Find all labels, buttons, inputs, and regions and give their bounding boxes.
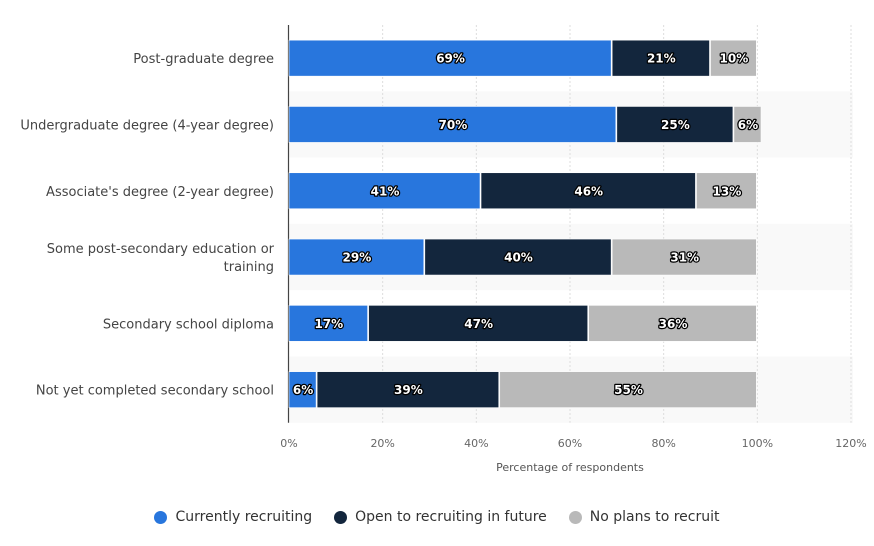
legend-label: No plans to recruit <box>589 509 720 525</box>
bar-segment <box>611 238 757 276</box>
legend-label: Open to recruiting in future <box>355 509 547 525</box>
data-label: 13% <box>713 184 742 198</box>
category-label: training <box>224 260 274 275</box>
x-tick-label: 80% <box>651 437 675 450</box>
x-tick-label: 20% <box>370 437 394 450</box>
bar-segment <box>480 172 696 210</box>
x-tick-label: 120% <box>835 437 866 450</box>
data-label: 46% <box>574 184 603 198</box>
legend-marker-icon <box>568 510 582 524</box>
data-label: 41% <box>371 184 400 198</box>
x-tick-label: 100% <box>742 437 773 450</box>
data-label: 10% <box>720 52 749 66</box>
category-label: Undergraduate degree (4-year degree) <box>20 118 274 133</box>
bar-segment <box>288 172 481 210</box>
bar-segment <box>733 106 762 143</box>
bar-segment <box>288 238 425 276</box>
bar-segment <box>288 39 612 77</box>
data-label: 29% <box>343 251 372 265</box>
legend-label: Currently recruiting <box>175 509 313 525</box>
bar-segment <box>710 39 757 77</box>
bar-segment <box>611 39 710 77</box>
legend-item[interactable]: Open to recruiting in future <box>334 509 547 525</box>
x-tick-label: 40% <box>464 437 488 450</box>
category-label: Some post-secondary education or <box>47 242 275 257</box>
bar-segment <box>288 305 368 342</box>
bar-segment <box>696 172 757 210</box>
legend-item[interactable]: No plans to recruit <box>568 509 720 525</box>
bar-segment <box>288 371 317 408</box>
data-label: 17% <box>314 317 343 331</box>
bar-segment <box>616 106 734 143</box>
legend-marker-icon <box>154 510 168 524</box>
bar-segment <box>316 371 500 408</box>
category-label: Associate's degree (2-year degree) <box>46 185 274 200</box>
data-label: 39% <box>394 383 423 397</box>
legend-marker-icon <box>334 510 348 524</box>
data-label: 69% <box>436 52 465 66</box>
data-label: 70% <box>439 118 468 132</box>
bar-segment <box>424 238 612 276</box>
bar-segment <box>499 371 757 408</box>
data-label: 21% <box>647 52 676 66</box>
legend-item[interactable]: Currently recruiting <box>154 509 312 525</box>
x-axis-title: Percentage of respondents <box>496 461 644 474</box>
legend: Currently recruiting Open to recruiting i… <box>0 509 874 525</box>
data-label: 36% <box>659 317 688 331</box>
x-tick-label: 60% <box>558 437 582 450</box>
data-label: 6% <box>293 383 313 397</box>
data-label: 31% <box>670 251 699 265</box>
data-label: 47% <box>464 317 493 331</box>
category-label: Post-graduate degree <box>133 52 274 67</box>
data-label: 40% <box>504 251 533 265</box>
x-tick-label: 0% <box>280 437 297 450</box>
data-label: 55% <box>614 383 643 397</box>
bar-segment <box>588 305 757 342</box>
bar-segment <box>288 106 617 143</box>
data-label: 6% <box>738 118 758 132</box>
category-label: Not yet completed secondary school <box>36 384 274 399</box>
category-label: Secondary school diploma <box>103 317 274 332</box>
bar-segment <box>368 305 589 342</box>
data-label: 25% <box>661 118 690 132</box>
